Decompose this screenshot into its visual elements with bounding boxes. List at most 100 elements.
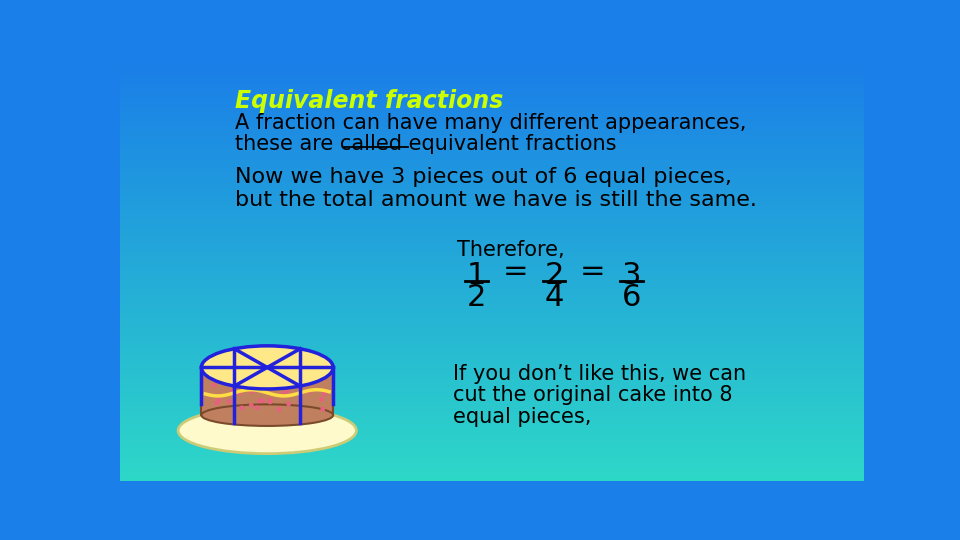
Bar	[120, 460, 864, 462]
Bar	[120, 172, 864, 174]
Bar	[120, 261, 864, 264]
Bar	[120, 432, 864, 434]
Bar	[120, 336, 864, 339]
Bar	[120, 370, 864, 372]
Bar	[120, 97, 864, 99]
Bar	[120, 357, 864, 360]
Bar	[120, 183, 864, 185]
Bar	[120, 105, 864, 107]
Circle shape	[281, 392, 285, 395]
Bar	[120, 427, 864, 429]
Bar	[120, 435, 864, 437]
Bar	[120, 241, 864, 243]
Bar	[120, 111, 864, 113]
Bar	[120, 148, 864, 150]
Text: 2: 2	[544, 261, 564, 290]
Bar	[120, 373, 864, 375]
Bar	[120, 314, 864, 316]
Bar	[120, 446, 864, 448]
Bar	[120, 150, 864, 152]
Bar	[120, 418, 864, 420]
Circle shape	[233, 393, 237, 396]
Bar	[120, 201, 864, 203]
Bar	[120, 155, 864, 157]
Bar	[120, 79, 864, 81]
Bar	[120, 458, 864, 461]
Bar	[120, 300, 864, 302]
Bar	[120, 420, 864, 422]
Bar	[120, 235, 864, 238]
Bar	[120, 165, 864, 167]
Bar	[120, 375, 864, 377]
Bar	[120, 422, 864, 424]
Bar	[120, 389, 864, 392]
Bar	[120, 414, 864, 416]
Bar	[120, 87, 864, 89]
Bar	[120, 228, 864, 231]
Bar	[120, 378, 864, 380]
Ellipse shape	[202, 404, 333, 426]
Bar	[120, 113, 864, 116]
Circle shape	[231, 389, 235, 393]
Bar	[120, 256, 864, 258]
Circle shape	[287, 402, 290, 406]
Bar	[120, 98, 864, 100]
Text: 4: 4	[544, 284, 564, 313]
Bar	[120, 170, 864, 172]
Bar	[120, 153, 864, 156]
Bar	[120, 382, 864, 384]
Bar	[120, 226, 864, 228]
Bar	[120, 476, 864, 478]
Bar	[120, 270, 864, 272]
Bar	[120, 371, 864, 373]
Bar	[120, 219, 864, 221]
Bar	[120, 168, 864, 171]
Bar	[120, 77, 864, 79]
Bar	[120, 209, 864, 211]
Circle shape	[261, 399, 264, 402]
Bar	[120, 158, 864, 160]
Text: 1: 1	[467, 261, 486, 290]
Bar	[120, 136, 864, 138]
Bar	[120, 274, 864, 276]
Bar	[120, 478, 864, 480]
Bar	[120, 343, 864, 346]
Bar	[120, 298, 864, 300]
Bar	[120, 173, 864, 175]
Bar	[120, 346, 864, 348]
Bar	[120, 197, 864, 199]
Bar	[120, 188, 864, 190]
Bar	[120, 187, 864, 189]
Circle shape	[238, 391, 241, 394]
Bar	[120, 258, 864, 260]
Bar	[120, 377, 864, 379]
Text: 3: 3	[622, 261, 641, 290]
Bar	[120, 129, 864, 131]
Bar	[120, 350, 864, 353]
Bar	[120, 114, 864, 117]
Bar	[120, 199, 864, 201]
Bar	[120, 406, 864, 408]
Bar	[120, 99, 864, 102]
Bar	[120, 295, 864, 297]
Bar	[120, 359, 864, 361]
Circle shape	[298, 384, 301, 387]
Bar	[120, 368, 864, 370]
Bar	[120, 352, 864, 354]
Bar	[120, 69, 864, 71]
Bar	[120, 280, 864, 282]
Bar	[120, 176, 864, 178]
Circle shape	[212, 383, 216, 387]
Circle shape	[317, 373, 321, 376]
Bar	[120, 428, 864, 430]
Bar	[120, 239, 864, 241]
Bar	[120, 109, 864, 111]
Bar	[120, 141, 864, 143]
Bar	[120, 146, 864, 148]
Circle shape	[240, 406, 244, 409]
Circle shape	[215, 401, 218, 404]
Circle shape	[250, 403, 252, 407]
Bar	[120, 267, 864, 269]
Bar	[120, 442, 864, 444]
Bar	[120, 134, 864, 136]
